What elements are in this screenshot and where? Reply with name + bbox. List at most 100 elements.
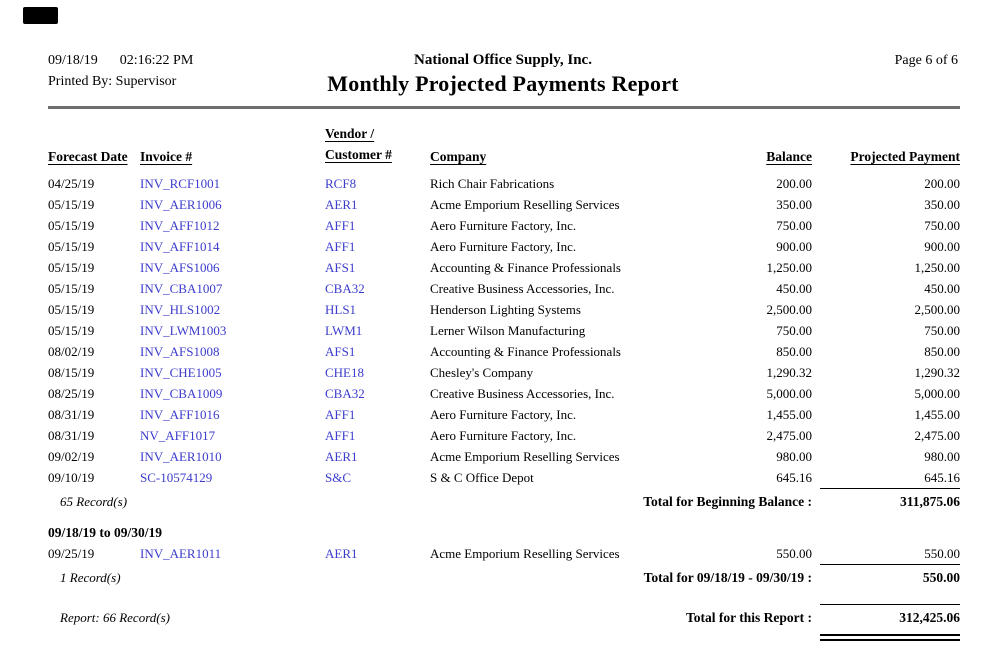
invoice-link[interactable]: INV_AFS1008 <box>140 344 220 359</box>
table-row: 05/15/19 INV_AER1006 AER1 Acme Emporium … <box>48 194 960 215</box>
balance-cell: 450.00 <box>776 281 812 296</box>
invoice-link[interactable]: NV_AFF1017 <box>140 428 216 443</box>
column-header-vendor-customer: Vendor / Customer # <box>325 126 392 162</box>
projected-payment-cell: 450.00 <box>924 281 960 296</box>
company-cell: Accounting & Finance Professionals <box>430 344 621 359</box>
table-row: 08/25/19 INV_CBA1009 CBA32 Creative Busi… <box>48 383 960 404</box>
forecast-date-cell: 05/15/19 <box>48 302 95 317</box>
invoice-link[interactable]: INV_AER1011 <box>140 546 222 561</box>
group1-summary-row: 65 Record(s) Total for Beginning Balance… <box>48 488 960 512</box>
projected-payment-cell: 1,455.00 <box>914 407 961 422</box>
vendor-customer-link[interactable]: AER1 <box>325 449 358 464</box>
invoice-link[interactable]: INV_AER1006 <box>140 197 222 212</box>
table-row: 04/25/19 INV_RCF1001 RCF8 Rich Chair Fab… <box>48 173 960 194</box>
vendor-customer-link[interactable]: AFF1 <box>325 239 356 254</box>
report-header: 09/18/19 02:16:22 PM Printed By: Supervis… <box>48 50 958 97</box>
vendor-customer-link[interactable]: RCF8 <box>325 176 357 191</box>
company-cell: Acme Emporium Reselling Services <box>430 546 620 561</box>
balance-cell: 1,290.32 <box>766 365 813 380</box>
company-cell: S & C Office Depot <box>430 470 534 485</box>
invoice-link[interactable]: INV_AFF1016 <box>140 407 220 422</box>
vendor-customer-link[interactable]: CBA32 <box>325 281 365 296</box>
invoice-link[interactable]: INV_AFF1012 <box>140 218 220 233</box>
vendor-customer-link[interactable]: AFF1 <box>325 428 356 443</box>
vendor-customer-link[interactable]: AFS1 <box>325 260 356 275</box>
invoice-link[interactable]: INV_HLS1002 <box>140 302 221 317</box>
company-cell: Aero Furniture Factory, Inc. <box>430 218 577 233</box>
forecast-date-cell: 08/15/19 <box>48 365 95 380</box>
table-row: 08/02/19 INV_AFS1008 AFS1 Accounting & F… <box>48 341 960 362</box>
group2-total-value: 550.00 <box>812 564 960 588</box>
company-cell: Creative Business Accessories, Inc. <box>430 386 615 401</box>
page-number: Page 6 of 6 <box>894 53 958 68</box>
column-header-balance: Balance <box>766 149 812 164</box>
header-divider <box>48 106 960 109</box>
company-cell: Aero Furniture Factory, Inc. <box>430 239 577 254</box>
company-cell: Aero Furniture Factory, Inc. <box>430 428 577 443</box>
balance-cell: 750.00 <box>776 218 812 233</box>
table-row: 08/31/19 INV_AFF1016 AFF1 Aero Furniture… <box>48 404 960 425</box>
column-header-forecast-date: Forecast Date <box>48 149 128 164</box>
projected-payment-cell: 980.00 <box>924 449 960 464</box>
forecast-date-cell: 05/15/19 <box>48 197 95 212</box>
projected-payment-cell: 750.00 <box>924 218 960 233</box>
report-titles: National Office Supply, Inc. Monthly Pro… <box>318 50 688 97</box>
report-summary-row: Report: 66 Record(s) Total for this Repo… <box>48 604 960 628</box>
projected-payment-cell: 5,000.00 <box>914 386 961 401</box>
invoice-link[interactable]: SC-10574129 <box>140 470 213 485</box>
table-row: 09/02/19 INV_AER1010 AER1 Acme Emporium … <box>48 446 960 467</box>
company-cell: Accounting & Finance Professionals <box>430 260 621 275</box>
balance-cell: 1,455.00 <box>766 407 813 422</box>
vendor-customer-link[interactable]: CHE18 <box>325 365 364 380</box>
invoice-link[interactable]: INV_AFS1006 <box>140 260 220 275</box>
group2-record-count: 1 Record(s) <box>60 570 121 585</box>
vendor-customer-link[interactable]: AFS1 <box>325 344 356 359</box>
projected-payment-cell: 900.00 <box>924 239 960 254</box>
projected-payment-cell: 2,475.00 <box>914 428 961 443</box>
column-header-projected-payment: Projected Payment <box>850 149 960 164</box>
forecast-date-cell: 08/31/19 <box>48 407 95 422</box>
company-cell: Chesley's Company <box>430 365 534 380</box>
invoice-link[interactable]: INV_CBA1009 <box>140 386 223 401</box>
invoice-link[interactable]: INV_LWM1003 <box>140 323 227 338</box>
vendor-customer-link[interactable]: AFF1 <box>325 218 356 233</box>
forecast-date-cell: 05/15/19 <box>48 218 95 233</box>
report-total-label: Total for this Report : <box>686 610 812 625</box>
report-total-double-rule <box>820 634 960 641</box>
vendor-customer-link[interactable]: AFF1 <box>325 407 356 422</box>
vendor-customer-link[interactable]: CBA32 <box>325 386 365 401</box>
projected-payment-cell: 350.00 <box>924 197 960 212</box>
table-row: 05/15/19 INV_CBA1007 CBA32 Creative Busi… <box>48 278 960 299</box>
forecast-date-cell: 05/15/19 <box>48 281 95 296</box>
projected-payment-cell: 200.00 <box>924 176 960 191</box>
invoice-link[interactable]: INV_AFF1014 <box>140 239 220 254</box>
balance-cell: 200.00 <box>776 176 812 191</box>
report-page: 09/18/19 02:16:22 PM Printed By: Supervis… <box>48 50 961 641</box>
vendor-customer-link[interactable]: AER1 <box>325 546 358 561</box>
vendor-customer-link[interactable]: S&C <box>325 470 352 485</box>
projected-payment-cell: 645.16 <box>924 470 960 485</box>
projected-payment-cell: 1,250.00 <box>914 260 961 275</box>
vendor-customer-link[interactable]: HLS1 <box>325 302 357 317</box>
table-header-row: Forecast Date Invoice # Vendor / Custome… <box>48 123 960 165</box>
table-row: 05/15/19 INV_AFF1012 AFF1 Aero Furniture… <box>48 215 960 236</box>
invoice-link[interactable]: INV_CHE1005 <box>140 365 222 380</box>
vendor-customer-link[interactable]: AER1 <box>325 197 358 212</box>
vendor-customer-link[interactable]: LWM1 <box>325 323 363 338</box>
company-name: National Office Supply, Inc. <box>414 52 592 68</box>
balance-cell: 2,500.00 <box>766 302 813 317</box>
company-cell: Rich Chair Fabrications <box>430 176 555 191</box>
balance-cell: 980.00 <box>776 449 812 464</box>
corner-artifact <box>23 7 58 24</box>
table-row: 05/15/19 INV_AFS1006 AFS1 Accounting & F… <box>48 257 960 278</box>
group2-summary-row: 1 Record(s) Total for 09/18/19 - 09/30/1… <box>48 564 960 588</box>
projected-payment-cell: 2,500.00 <box>914 302 961 317</box>
table-row: 05/15/19 INV_LWM1003 LWM1 Lerner Wilson … <box>48 320 960 341</box>
table-row: 09/25/19 INV_AER1011 AER1 Acme Emporium … <box>48 543 960 564</box>
table-row: 08/31/19 NV_AFF1017 AFF1 Aero Furniture … <box>48 425 960 446</box>
table-row: 05/15/19 INV_AFF1014 AFF1 Aero Furniture… <box>48 236 960 257</box>
balance-cell: 1,250.00 <box>766 260 813 275</box>
invoice-link[interactable]: INV_CBA1007 <box>140 281 223 296</box>
invoice-link[interactable]: INV_RCF1001 <box>140 176 221 191</box>
invoice-link[interactable]: INV_AER1010 <box>140 449 222 464</box>
